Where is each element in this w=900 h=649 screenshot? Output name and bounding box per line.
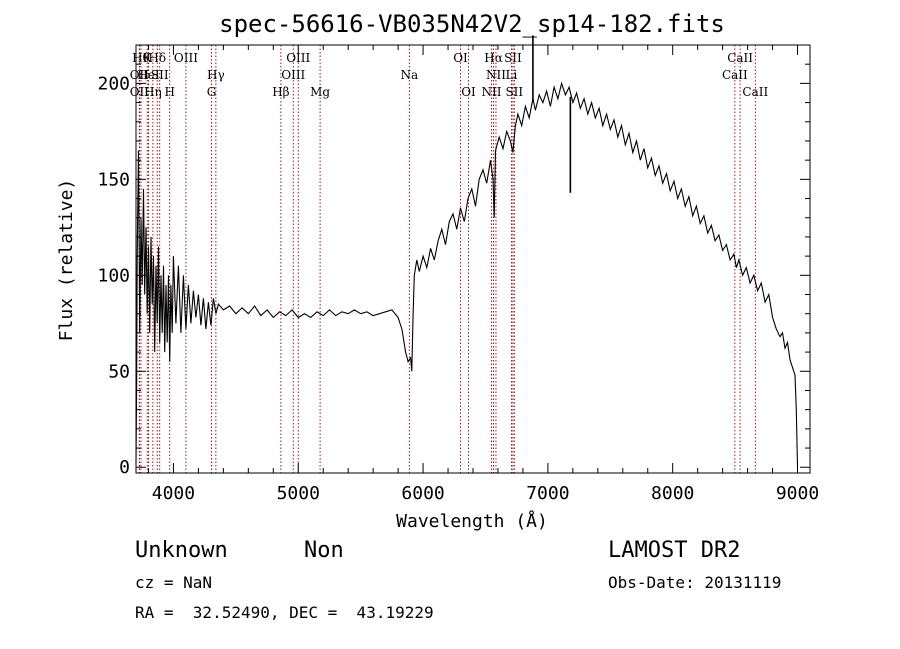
y-tick-label: 50 xyxy=(108,361,130,382)
marker-label-row1: Hδ xyxy=(148,51,166,65)
y-tick-label: 100 xyxy=(97,265,130,286)
spectrum-chart: spec-56616-VB035N42V2_sp14-182.fits HθKH… xyxy=(56,10,819,532)
x-tick-label: 9000 xyxy=(776,483,819,504)
marker-label-row3: SII xyxy=(505,85,523,99)
x-axis-label: Wavelength (Å) xyxy=(396,510,548,532)
marker-label-row3: H xyxy=(164,85,174,99)
obs-date-text: Obs-Date: 20131119 xyxy=(608,573,782,592)
marker-label-row2: HeI xyxy=(137,68,160,82)
spectrum-spikes xyxy=(532,35,572,193)
marker-label-row3: Hη xyxy=(144,85,162,99)
cz-text: cz = NaN xyxy=(135,573,213,592)
marker-label-row1: OIII xyxy=(174,51,198,65)
marker-label-row3: G xyxy=(207,85,217,99)
marker-label-row1: OI xyxy=(453,51,468,65)
x-tick-label: 5000 xyxy=(277,483,320,504)
marker-label-row2: CaII xyxy=(722,68,748,82)
y-tick-label: 200 xyxy=(97,73,130,94)
plot-frame xyxy=(135,44,811,474)
x-tick-label: 4000 xyxy=(152,483,195,504)
axis-ticks xyxy=(136,44,810,473)
y-tick-label: 150 xyxy=(97,169,130,190)
marker-label-row1: SII xyxy=(504,51,522,65)
x-tick-label: 6000 xyxy=(401,483,444,504)
coords-text: RA = 32.52490, DEC = 43.19229 xyxy=(135,603,434,622)
marker-label-row1: K xyxy=(143,51,153,65)
marker-label-row2: SII xyxy=(151,68,169,82)
marker-label-row3: Hβ xyxy=(272,85,289,99)
marker-label-row2: Na xyxy=(401,68,419,82)
marker-label-row2: OII xyxy=(130,68,150,82)
marker-label-row1: Hα xyxy=(484,51,503,65)
spectrum-line xyxy=(135,81,799,468)
marker-label-row3: CaII xyxy=(742,85,768,99)
axis-tick-labels: 4000 5000 6000 7000 8000 9000 0 50 100 150 200 xyxy=(97,73,819,504)
survey-label: LAMOST DR2 xyxy=(608,538,741,563)
marker-label-row3: OI xyxy=(461,85,476,99)
marker-label-row2: Hγ xyxy=(207,68,225,82)
marker-label-row2: NII xyxy=(486,68,506,82)
x-tick-label: 8000 xyxy=(651,483,694,504)
marker-label-row2: OIII xyxy=(281,68,305,82)
marker-label-row1: CaII xyxy=(727,51,753,65)
y-axis-label: Flux (relative) xyxy=(56,179,77,342)
chart-title: spec-56616-VB035N42V2_sp14-182.fits xyxy=(219,10,725,38)
x-tick-label: 7000 xyxy=(526,483,569,504)
marker-label-row1: OIII xyxy=(286,51,310,65)
class-label: Unknown xyxy=(135,538,228,563)
marker-label-row3: Mg xyxy=(310,85,330,99)
marker-label-row2: Li xyxy=(506,68,518,82)
marker-label-row3: NII xyxy=(481,85,501,99)
subclass-label: Non xyxy=(304,538,344,563)
marker-label-row1: Hθ xyxy=(132,51,150,65)
marker-label-row3: OII xyxy=(130,85,150,99)
y-tick-label: 0 xyxy=(119,457,130,478)
